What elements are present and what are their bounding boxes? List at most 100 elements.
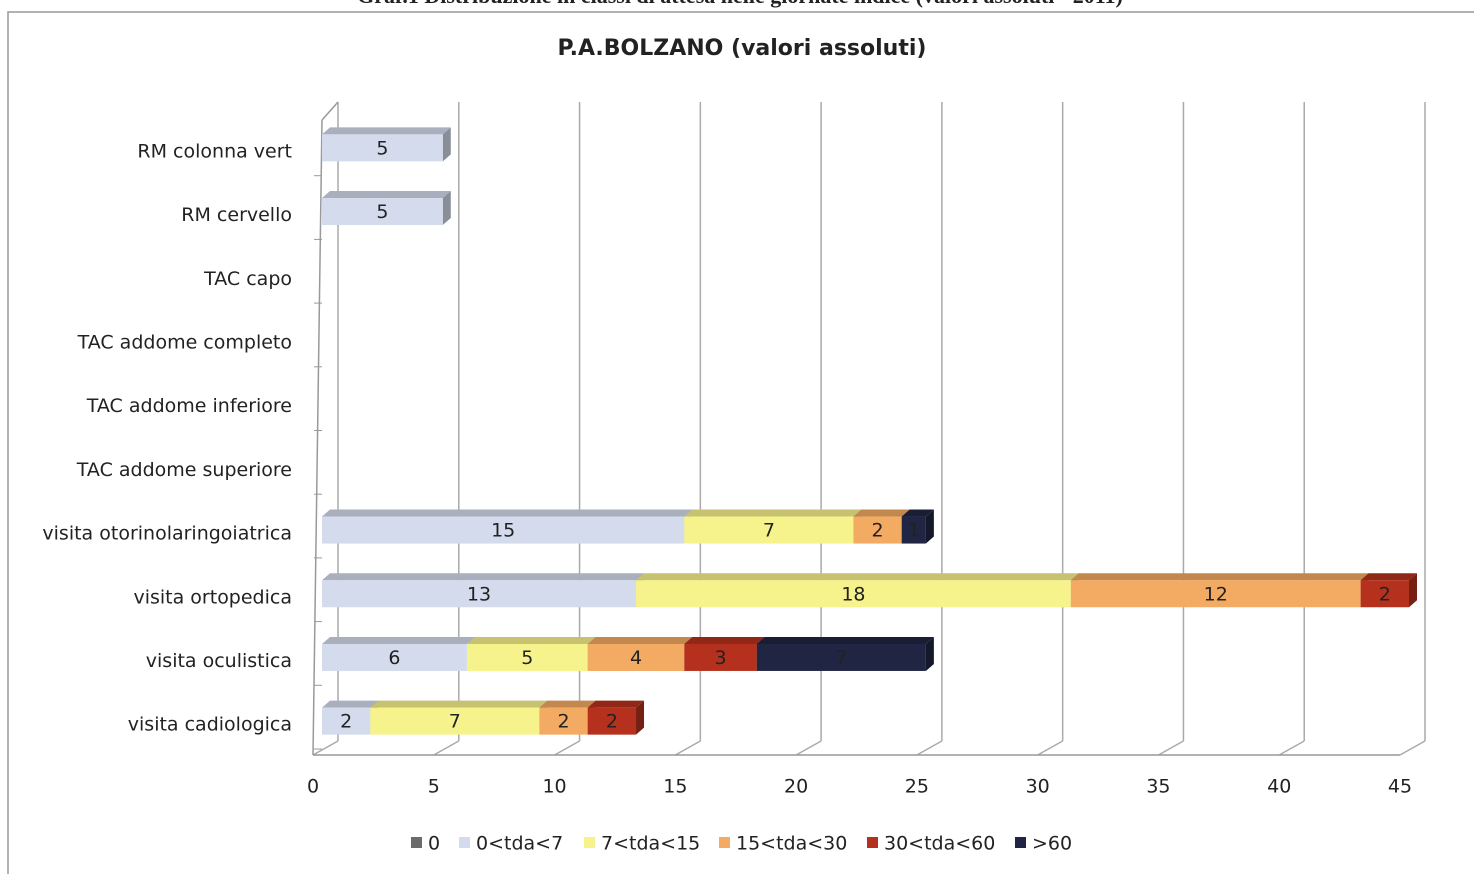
y-axis-back [321, 101, 339, 121]
bar-side [925, 509, 934, 544]
data-label: 7 [835, 647, 847, 669]
legend-swatch [459, 837, 470, 848]
bar-top [853, 509, 910, 517]
x-tick-label: 25 [905, 776, 929, 798]
data-label: 5 [376, 201, 388, 223]
data-label: 13 [467, 583, 491, 605]
bar-top [322, 700, 379, 708]
chart-frame [7, 11, 1474, 874]
floor-line [916, 740, 943, 756]
data-label: 2 [340, 711, 352, 733]
bar [587, 707, 637, 735]
y-axis [312, 119, 323, 756]
legend-swatch [867, 837, 878, 848]
x-tick-label: 45 [1388, 776, 1412, 798]
bar-top [370, 700, 548, 708]
bar [684, 516, 854, 544]
bar [466, 643, 588, 671]
x-tick-label: 30 [1026, 776, 1050, 798]
y-tick-label: RM colonna vert [137, 140, 292, 162]
bar-side [1409, 573, 1417, 608]
x-tick-label: 15 [663, 776, 687, 798]
y-tick-label: TAC addome completo [77, 331, 292, 353]
y-tick-label: visita oculistica [146, 650, 292, 672]
x-tick-label: 40 [1267, 776, 1291, 798]
bar-side [636, 700, 645, 735]
x-tick-label: 20 [784, 776, 808, 798]
data-label: 2 [1379, 583, 1391, 605]
x-tick-label: 10 [542, 776, 566, 798]
x-tick-label: 35 [1146, 776, 1170, 798]
floor-line [795, 740, 822, 756]
legend-label: 0 [428, 833, 440, 855]
bar-top [587, 700, 645, 708]
bar-top [587, 636, 693, 644]
floor-line [1158, 740, 1184, 756]
legend-label: 0<tda<7 [476, 833, 563, 855]
legend-swatch [1015, 837, 1026, 848]
y-tick-label: RM cervello [181, 204, 292, 226]
legend-swatch [719, 837, 730, 848]
legend-label: 7<tda<15 [601, 833, 700, 855]
data-label: 2 [606, 711, 618, 733]
x-tick-label: 0 [307, 776, 319, 798]
bar-top [539, 700, 596, 708]
bar [322, 707, 371, 735]
y-tick-label: visita otorinolaringoiatrica [42, 523, 292, 545]
bar-top [322, 509, 693, 517]
chart-title: P.A.BOLZANO (valori assoluti) [558, 36, 927, 61]
floor-line [1037, 740, 1064, 756]
bar-top [1070, 573, 1369, 581]
bar [853, 516, 902, 544]
bar-side [442, 191, 451, 226]
floor-line [1278, 740, 1305, 756]
floor-line [433, 740, 460, 756]
data-label: 7 [449, 711, 461, 733]
bar-top [684, 636, 765, 644]
floor-line [554, 740, 580, 756]
data-label: 18 [841, 583, 865, 605]
legend-swatch [584, 837, 595, 848]
bar-top [322, 127, 451, 135]
bar-top [322, 191, 451, 199]
legend-label: >60 [1032, 833, 1072, 855]
y-tick-label: visita cadiologica [128, 714, 292, 736]
bar [322, 516, 685, 544]
data-label: 3 [715, 647, 727, 669]
bar [539, 707, 588, 735]
page-heading: Graf.1 Distribuzione in classi di attesa… [357, 0, 1123, 8]
data-label: 2 [558, 711, 570, 733]
bar-side [925, 636, 934, 671]
data-label: 15 [491, 520, 515, 542]
bar [901, 516, 926, 544]
bar-top [466, 636, 596, 644]
bar [322, 643, 467, 671]
data-label: 7 [763, 520, 775, 542]
bar [1360, 580, 1409, 608]
bar-top [322, 573, 645, 581]
bar-top [1360, 573, 1417, 581]
bar-top [901, 509, 934, 517]
bar-side [442, 127, 451, 162]
bar [684, 643, 757, 671]
bar [1070, 580, 1361, 608]
data-label: 5 [521, 647, 533, 669]
bar-top [756, 636, 934, 644]
bar [756, 643, 926, 671]
bar-top [636, 573, 1079, 581]
y-tick-label: TAC capo [203, 268, 292, 290]
x-tick-label: 5 [428, 776, 440, 798]
floor-line [674, 740, 701, 756]
bar-top [684, 509, 862, 517]
bar [587, 643, 685, 671]
data-label: 4 [630, 647, 642, 669]
data-label: 12 [1204, 583, 1228, 605]
data-label: 2 [872, 520, 884, 542]
y-tick-label: TAC addome inferiore [86, 395, 292, 417]
data-label: 5 [376, 137, 388, 159]
bar [322, 134, 443, 162]
bar [370, 707, 540, 735]
legend-label: 15<tda<30 [736, 833, 847, 855]
floor-line [1399, 740, 1426, 756]
bar [636, 580, 1071, 608]
